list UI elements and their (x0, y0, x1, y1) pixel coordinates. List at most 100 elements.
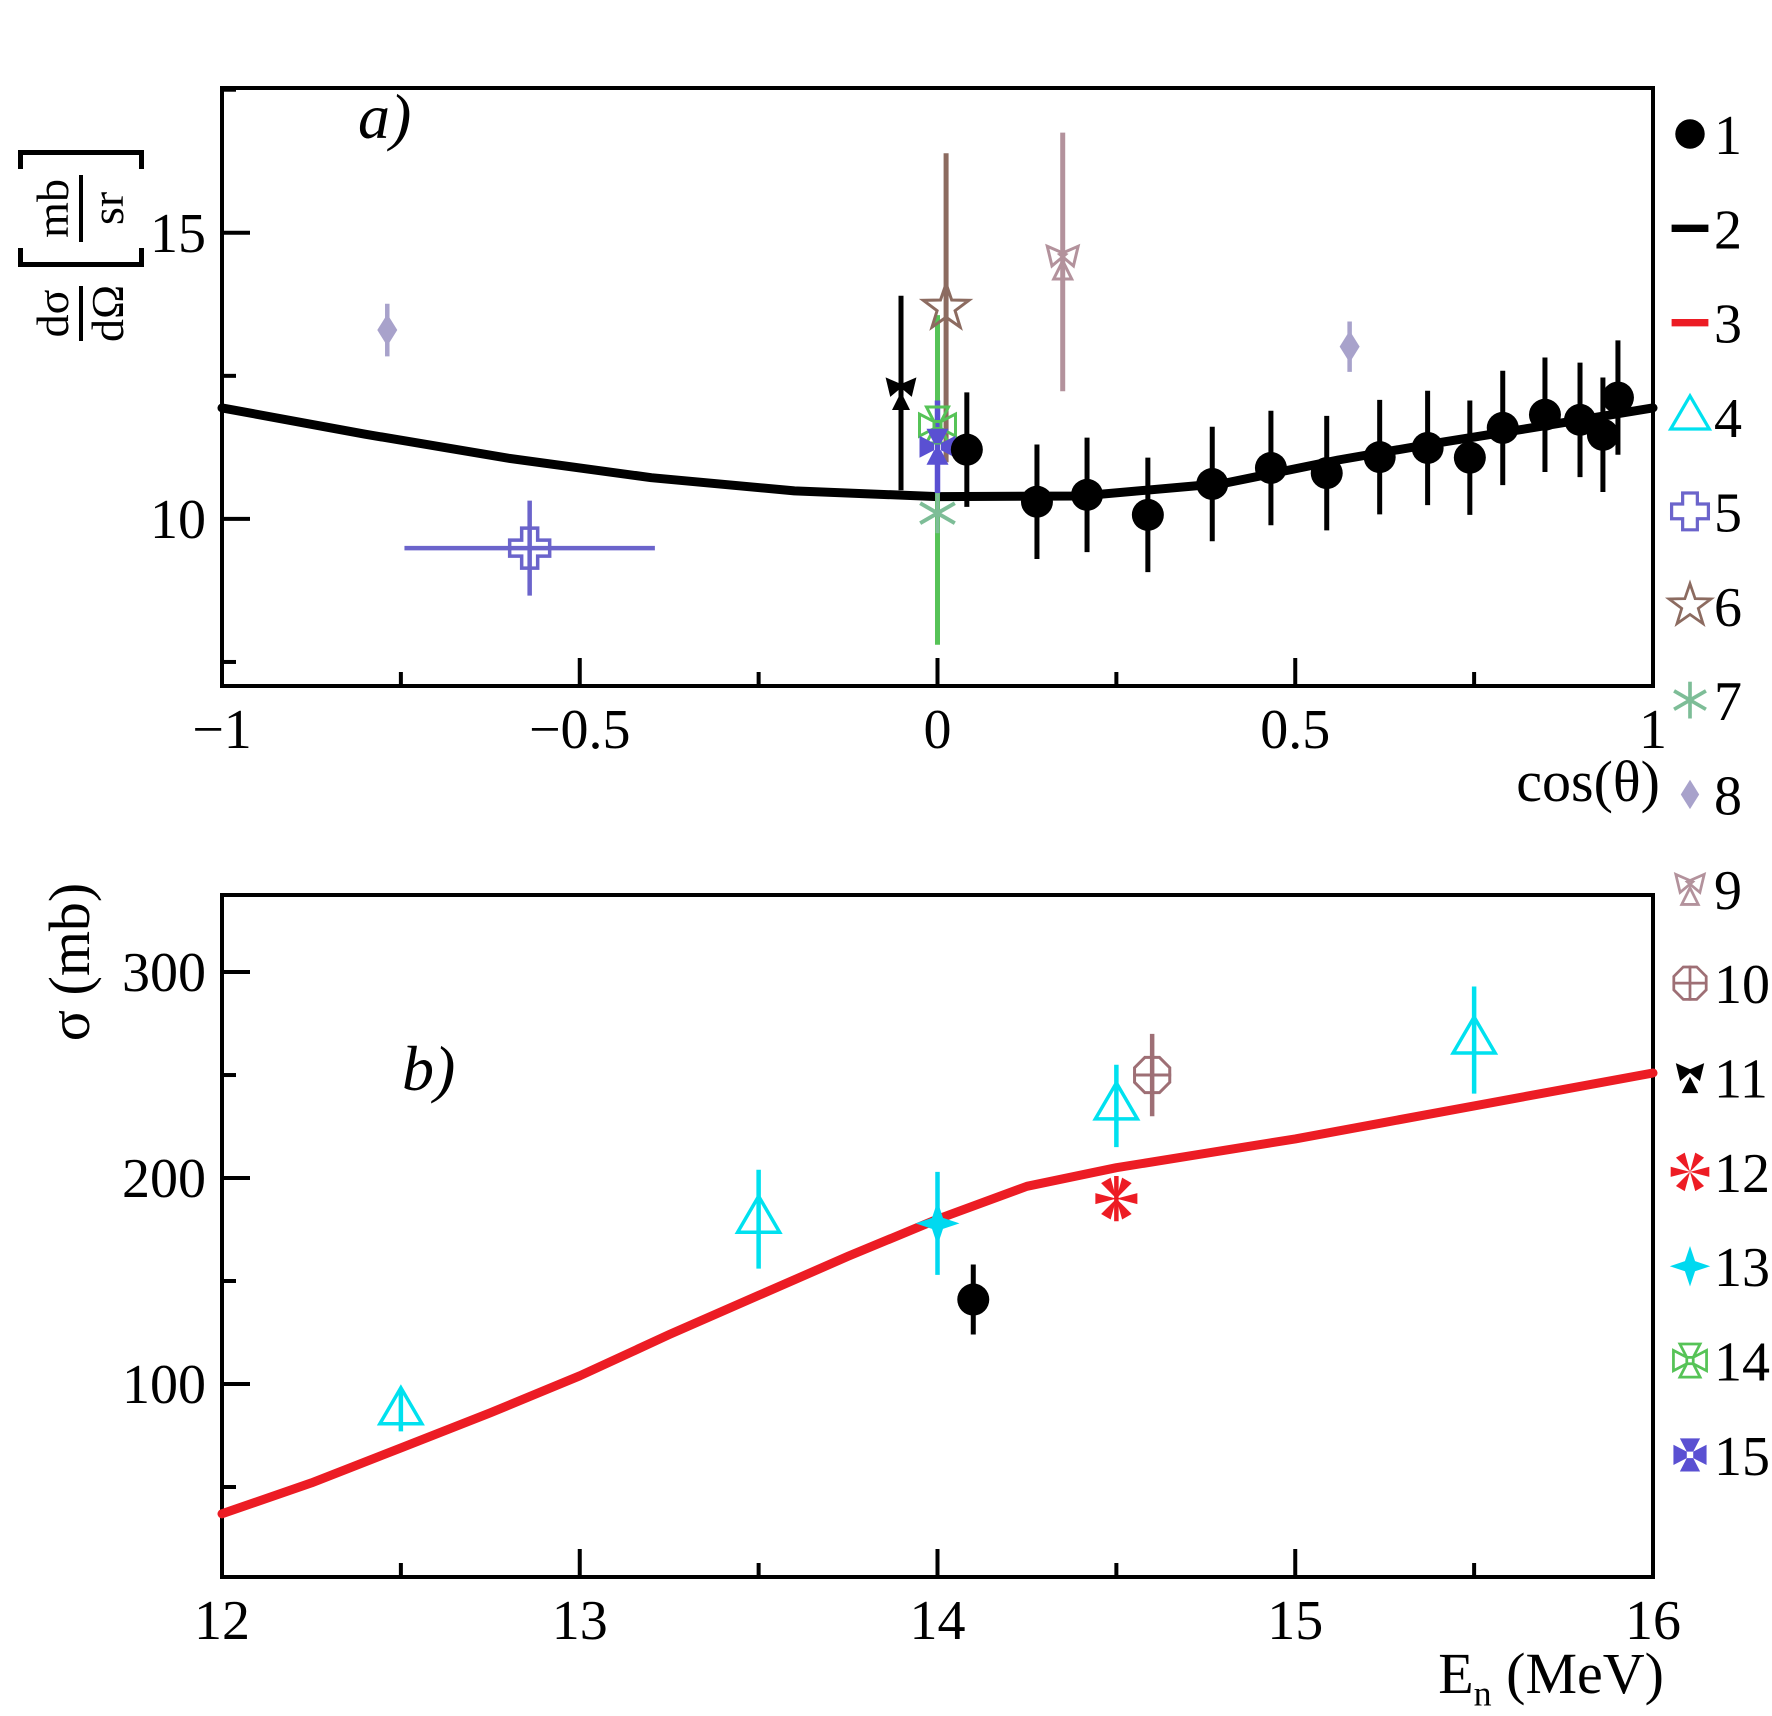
legend-item-1: 1 (1675, 105, 1742, 167)
y-tick-label: 15 (150, 203, 206, 265)
filled-4star-marker (915, 1201, 960, 1246)
unit-denominator: sr (82, 191, 133, 226)
filled-cross-pattee-marker (919, 428, 956, 465)
panel-a-axes: −1 −0.5 0 0.5 1 10 15 (150, 86, 1667, 761)
en-unit: (MeV) (1491, 1641, 1664, 1706)
filled-circle-marker (1131, 498, 1164, 531)
legend-label: 2 (1714, 199, 1742, 261)
legend-item-15: 15 (1673, 1426, 1770, 1488)
filled-circle-marker (1453, 441, 1486, 474)
legend-item-2: 2 (1671, 199, 1742, 261)
filled-diamond-marker (377, 314, 398, 347)
legend-label: 12 (1714, 1143, 1770, 1205)
open-cross-pattee-marker (1672, 1342, 1708, 1379)
y-tick-label: 100 (122, 1354, 206, 1416)
filled-circle-marker (1564, 403, 1597, 436)
legend-item-10: 10 (1672, 954, 1770, 1016)
filled-circle-marker (1675, 119, 1705, 149)
legend-item-7: 7 (1673, 671, 1742, 733)
legend-label: 8 (1714, 765, 1742, 827)
open-trefoil-marker (1673, 872, 1707, 906)
x-tick-label: 0 (924, 699, 952, 761)
panel-b-letter: b) (402, 1033, 456, 1104)
dsigma-domega-fraction: dσ dΩ (27, 284, 133, 342)
filled-diamond-marker (1339, 330, 1360, 363)
legend-item-3: 3 (1671, 294, 1742, 356)
x-tick-label: 13 (552, 1590, 608, 1652)
legend-item-8: 8 (1680, 765, 1742, 827)
filled-circle-marker (957, 1283, 990, 1316)
curve-series-2 (217, 403, 1658, 502)
filled-circle-marker (1411, 431, 1444, 464)
filled-circle-marker (950, 433, 983, 466)
legend-label: 14 (1714, 1332, 1770, 1394)
legend-item-13: 13 (1669, 1237, 1770, 1299)
x-tick-label: −1 (192, 699, 252, 761)
pinwheel-marker (1670, 1152, 1710, 1192)
y-tick-label: 300 (122, 942, 206, 1004)
filled-4star-marker (1669, 1245, 1711, 1287)
panel-b-data-points (376, 1013, 1499, 1426)
asterisk6-marker (1673, 681, 1707, 719)
panel-b-x-axis-title: En (MeV) (1340, 1640, 1664, 1715)
y-tick-label: 10 (150, 489, 206, 551)
x-tick-label: 14 (910, 1590, 966, 1652)
panel-a-data-points (377, 243, 1634, 570)
filled-cross-pattee-marker (1673, 1438, 1707, 1472)
y-tick-label: 200 (122, 1148, 206, 1210)
filled-circle-marker (1486, 411, 1519, 444)
x-tick-label: 1 (1639, 699, 1667, 761)
x-tick-label: 16 (1625, 1590, 1681, 1652)
sigma-mb-label: σ (mb) (36, 882, 102, 1042)
open-circle-cross-marker (1133, 1055, 1172, 1095)
legend-label: 6 (1714, 577, 1742, 639)
filled-circle-marker (1363, 441, 1396, 474)
panel-a-letter: a) (358, 81, 412, 152)
open-star5-marker (918, 279, 974, 331)
legend-item-5: 5 (1669, 482, 1742, 544)
open-triangle-marker (1667, 392, 1713, 431)
legend-label: 11 (1714, 1049, 1768, 1111)
legend-item-6: 6 (1664, 577, 1742, 639)
filled-trefoil-marker (885, 377, 917, 411)
legend-label: 10 (1714, 954, 1770, 1016)
x-tick-label: 12 (194, 1590, 250, 1652)
fraction-denominator: dΩ (82, 284, 133, 342)
legend-label: 13 (1714, 1237, 1770, 1299)
legend-label: 3 (1714, 294, 1742, 356)
unit-numerator: mb (27, 175, 83, 242)
en-base: E (1438, 1641, 1474, 1706)
filled-circle-marker (1071, 478, 1104, 511)
curve-series-3 (217, 1068, 1658, 1519)
open-cross-marker (1669, 491, 1711, 532)
x-tick-label: 15 (1267, 1590, 1323, 1652)
open-cross-marker (507, 526, 552, 570)
panel-b-y-axis-title: σ (mb) (34, 832, 104, 1092)
open-triangle-marker (1450, 1013, 1499, 1055)
open-triangle-marker (1092, 1079, 1141, 1121)
legend-label: 15 (1714, 1426, 1770, 1488)
legend-label: 9 (1714, 860, 1742, 922)
filled-circle-marker (1528, 398, 1561, 431)
open-circle-cross-marker (1672, 965, 1708, 1001)
left-bracket (18, 247, 144, 267)
open-star5-marker (1664, 579, 1716, 628)
asterisk6-marker (919, 493, 956, 534)
panel-a-y-axis-title: dσ dΩ mb sr (18, 12, 144, 342)
legend-item-11: 11 (1675, 1049, 1768, 1111)
filled-circle-marker (1601, 381, 1634, 414)
legend-item-14: 14 (1672, 1332, 1770, 1394)
pinwheel-marker (1095, 1177, 1138, 1220)
legend-label: 7 (1714, 671, 1742, 733)
open-trefoil-marker (1045, 243, 1081, 281)
panel-a-error-bars (217, 132, 1658, 645)
right-bracket (18, 150, 144, 170)
x-tick-label: 0.5 (1260, 699, 1330, 761)
open-triangle-marker (734, 1192, 783, 1234)
legend-item-9: 9 (1673, 860, 1742, 922)
open-triangle-marker (376, 1384, 425, 1426)
filled-circle-marker (1020, 485, 1053, 518)
filled-circle-marker (1254, 451, 1287, 484)
